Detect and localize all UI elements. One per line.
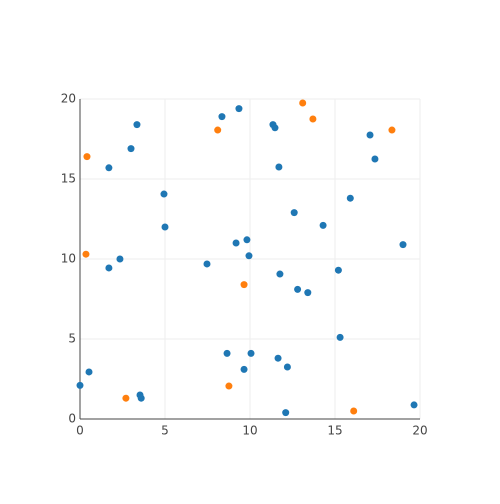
y-tick-label: 15	[61, 172, 76, 186]
point	[336, 333, 344, 341]
point	[271, 124, 279, 132]
point	[247, 349, 255, 357]
x-tick-label: 0	[76, 424, 84, 438]
point	[225, 382, 233, 390]
y-tick-label: 5	[68, 332, 76, 346]
point	[283, 363, 291, 371]
point	[334, 266, 342, 274]
point	[223, 349, 231, 357]
y-tick-label: 20	[61, 92, 76, 106]
point	[116, 255, 124, 263]
point	[235, 105, 243, 113]
point	[240, 281, 248, 289]
x-tick-label: 20	[412, 424, 427, 438]
x-tick-label: 10	[242, 424, 257, 438]
point	[282, 409, 290, 417]
point	[299, 99, 307, 107]
point	[76, 381, 84, 389]
point	[160, 190, 168, 198]
point	[294, 285, 302, 293]
point	[346, 194, 354, 202]
point	[243, 236, 251, 244]
point	[214, 126, 222, 134]
point	[399, 241, 407, 249]
point	[309, 115, 317, 123]
x-tick-label: 5	[161, 424, 169, 438]
point	[105, 264, 113, 272]
point	[245, 252, 253, 260]
point	[366, 131, 374, 139]
point	[161, 223, 169, 231]
point	[232, 239, 240, 247]
point	[290, 209, 298, 217]
point	[275, 163, 283, 171]
point	[274, 354, 282, 362]
y-tick-label: 10	[61, 252, 76, 266]
point	[410, 401, 418, 409]
point	[371, 155, 379, 163]
y-tick-label: 0	[68, 412, 76, 426]
point	[127, 145, 135, 153]
point	[105, 164, 113, 172]
point	[83, 153, 91, 161]
point	[133, 121, 141, 129]
point	[350, 407, 358, 415]
point	[85, 368, 93, 376]
point	[122, 394, 130, 402]
point	[82, 250, 90, 258]
point	[388, 126, 396, 134]
point	[304, 289, 312, 297]
point	[137, 394, 145, 402]
point	[203, 260, 211, 268]
point	[240, 365, 248, 373]
x-tick-label: 15	[327, 424, 342, 438]
point	[276, 270, 284, 278]
point	[319, 221, 327, 229]
point	[218, 113, 226, 121]
